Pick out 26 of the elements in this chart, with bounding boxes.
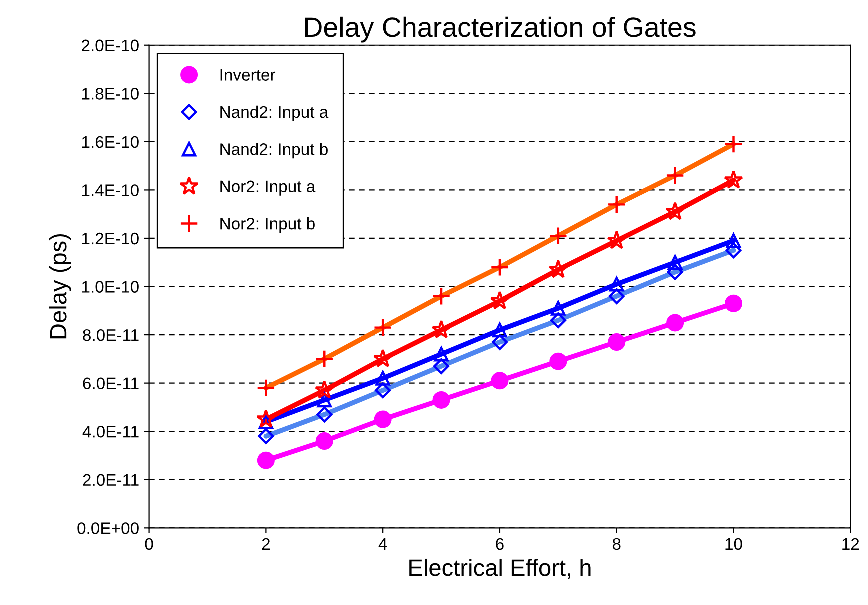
x-axis-title: Electrical Effort, h [410, 558, 591, 580]
legend-label: Nand2: Input b [220, 143, 328, 159]
y-tick-label: 1.0E-10 [82, 281, 139, 293]
y-tick-label: 1.2E-10 [82, 232, 139, 245]
x-tick-label: 4 [378, 538, 388, 550]
y-tick-label: 2.0E-10 [82, 40, 139, 52]
x-tick-label: 0 [145, 538, 154, 550]
legend-label: Nor2: Input b [220, 218, 315, 234]
x-tick-label: 8 [612, 538, 621, 550]
legend-label: Inverter [220, 69, 276, 81]
y-tick-label: 1.6E-10 [82, 136, 139, 148]
x-tick-label: 2 [262, 538, 270, 550]
y-tick-label: 6.0E-11 [83, 378, 139, 390]
legend-label: Nand2: Input a [220, 106, 329, 122]
x-tick-label: 10 [726, 538, 742, 550]
x-tick-label: 12 [842, 538, 860, 550]
y-tick-label: 8.0E-11 [83, 329, 139, 342]
y-axis-title: Delay (ps) [49, 234, 72, 339]
y-tick-label: 1.8E-10 [82, 88, 139, 100]
y-tick-label: 4.0E-11 [82, 426, 139, 438]
legend-label: Nor2: Input a [220, 180, 316, 196]
x-tick-label: 6 [496, 538, 504, 550]
y-tick-label: 1.4E-10 [82, 184, 139, 196]
y-tick-label: 2.0E-11 [83, 474, 139, 486]
y-tick-label: 0.0E+00 [78, 522, 139, 534]
chart-title: Delay Characterization of Gates [305, 16, 696, 43]
